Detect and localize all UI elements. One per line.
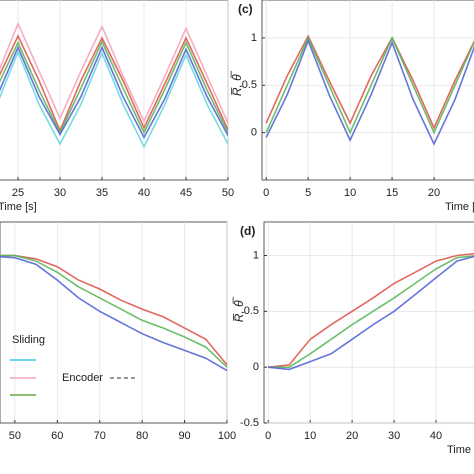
- x-tick-label: 20: [428, 187, 440, 199]
- series-line: [0, 254, 227, 366]
- y-axis-label: R̅, θ̅: [230, 70, 244, 96]
- panel-label: (c): [238, 2, 253, 16]
- x-tick-label: 50: [9, 430, 21, 442]
- y-tick-label: 0.5: [244, 305, 259, 317]
- y-tick-label: 0: [253, 361, 259, 373]
- panel: 0 5 10 15 20 0 0.5 1 (c) R̅, θ̅ Time [s]: [230, 0, 474, 213]
- y-tick-label: 0: [251, 127, 257, 139]
- x-tick-label: 45: [180, 187, 192, 199]
- x-axis-label: Time [s]: [0, 201, 37, 213]
- series-line: [265, 34, 474, 130]
- plot-area: [263, 221, 474, 424]
- x-tick-label: 60: [51, 430, 63, 442]
- series-group: [0, 254, 227, 372]
- x-tick-label: 25: [12, 187, 24, 199]
- x-tick-label: 100: [218, 430, 236, 442]
- panel: 50 60 70 80 90 100 Sliding Encoder: [0, 221, 236, 442]
- series-group: [268, 252, 474, 371]
- plot-area: [0, 0, 229, 181]
- y-axis-label: R̅, θ̅: [232, 296, 246, 322]
- x-tick-label: 10: [304, 430, 316, 442]
- x-tick-label: 0: [265, 430, 271, 442]
- plot-area: [261, 0, 474, 181]
- plot-area: [0, 221, 228, 424]
- y-tick-label: 1: [253, 249, 259, 261]
- x-axis-label: Time [s]: [445, 201, 474, 213]
- x-tick-label: 10: [344, 187, 356, 199]
- x-axis-label: Time [s]: [447, 444, 474, 456]
- y-tick-label: 0.5: [242, 79, 257, 91]
- panel: 25 30 35 40 45 50 Time [s]: [0, 0, 234, 213]
- series-line: [265, 38, 474, 146]
- series-line: [268, 255, 474, 371]
- y-tick-label: 1: [251, 32, 257, 44]
- panel: 0 10 20 30 40 -0.5 0 0.5 1 (d) R̅, θ̅ Time [s]: [232, 221, 474, 456]
- x-tick-label: 15: [386, 187, 398, 199]
- x-tick-label: 35: [96, 187, 108, 199]
- series-line: [0, 21, 228, 124]
- x-tick-label: 40: [430, 430, 442, 442]
- x-tick-label: 30: [388, 430, 400, 442]
- x-tick-label: 0: [263, 187, 269, 199]
- y-tick-label: -0.5: [240, 417, 259, 429]
- series-group: [0, 21, 228, 149]
- series-line: [268, 252, 474, 368]
- series-line: [0, 34, 228, 133]
- x-tick-label: 50: [222, 187, 234, 199]
- series-line: [265, 35, 474, 135]
- panel-label: (d): [240, 224, 255, 238]
- x-tick-label: 20: [346, 430, 358, 442]
- series-line: [0, 45, 228, 140]
- series-line: [0, 254, 227, 368]
- x-tick-label: 30: [54, 187, 66, 199]
- x-tick-label: 90: [178, 430, 190, 442]
- x-tick-label: 40: [138, 187, 150, 199]
- series-line: [268, 255, 474, 368]
- legend-label: Encoder: [62, 372, 103, 384]
- x-tick-label: 70: [94, 430, 106, 442]
- x-tick-label: 80: [136, 430, 148, 442]
- series-line: [0, 49, 228, 149]
- series-line: [0, 255, 227, 372]
- series-group: [265, 34, 474, 146]
- legend-label: Sliding: [12, 334, 45, 346]
- series-line: [0, 39, 228, 135]
- x-tick-label: 5: [305, 187, 311, 199]
